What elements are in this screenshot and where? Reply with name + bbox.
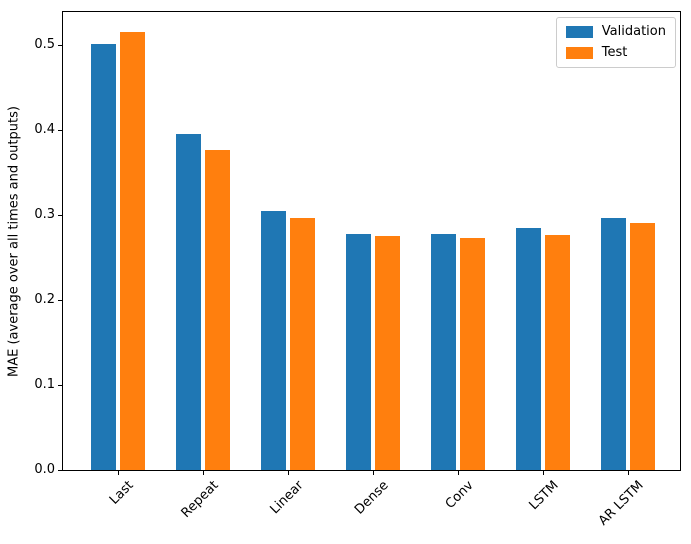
bar-validation-dense — [346, 233, 371, 470]
y-axis-label: MAE (average over all times and outputs) — [6, 106, 22, 377]
legend-label: Validation — [601, 24, 666, 39]
legend-swatch — [565, 47, 593, 59]
y-tick-label: 0.5 — [34, 37, 55, 53]
x-tick-label: Repeat — [178, 478, 222, 521]
legend-swatch — [565, 26, 593, 38]
x-tick-mark — [117, 471, 119, 475]
y-tick-mark — [58, 214, 62, 216]
bar-validation-last — [91, 44, 116, 470]
y-tick-label: 0.0 — [34, 462, 55, 477]
y-tick-label: 0.4 — [34, 122, 55, 138]
bar-validation-repeat — [176, 134, 201, 470]
bar-validation-ar-lstm — [601, 218, 626, 470]
x-tick-mark — [202, 471, 204, 475]
legend-entry: Test — [565, 45, 666, 60]
y-tick-label: 0.3 — [34, 207, 55, 223]
x-tick-label: Dense — [351, 478, 392, 518]
x-tick-mark — [287, 471, 289, 475]
x-tick-label: AR LSTM — [595, 478, 647, 529]
x-tick-mark — [372, 471, 374, 475]
x-tick-mark — [457, 471, 459, 475]
legend-label: Test — [601, 45, 628, 60]
x-tick-label: LSTM — [526, 478, 562, 514]
y-tick-label: 0.2 — [34, 292, 55, 308]
x-tick-mark — [627, 471, 629, 475]
y-tick-mark — [58, 299, 62, 301]
bar-test-conv — [460, 238, 485, 470]
legend: Validation Test — [555, 17, 676, 68]
bar-test-repeat — [205, 149, 230, 470]
x-tick-label: Linear — [267, 478, 307, 518]
legend-entry: Validation — [565, 24, 666, 39]
y-tick-mark — [58, 44, 62, 46]
bar-test-ar-lstm — [630, 222, 655, 470]
bar-test-linear — [290, 217, 315, 470]
x-tick-mark — [542, 471, 544, 475]
bar-test-last — [120, 31, 145, 470]
y-tick-label: 0.1 — [34, 377, 55, 393]
plot-area: MAE (average over all times and outputs)… — [7, 11, 681, 529]
y-tick-mark — [58, 129, 62, 131]
x-tick-label: Conv — [442, 478, 477, 512]
bar-validation-linear — [261, 210, 286, 470]
bar-validation-lstm — [516, 227, 541, 470]
bar-test-dense — [375, 236, 400, 470]
y-tick-mark — [58, 384, 62, 386]
y-tick-mark — [58, 469, 62, 471]
bar-validation-conv — [431, 233, 456, 470]
x-tick-label: Last — [106, 478, 137, 508]
bar-test-lstm — [545, 235, 570, 470]
